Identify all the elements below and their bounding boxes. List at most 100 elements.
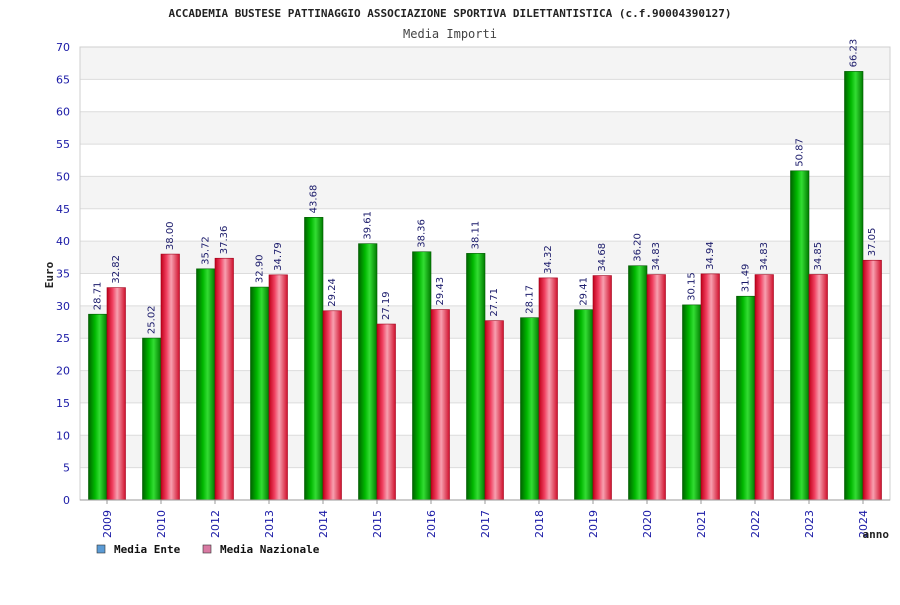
y-tick-label: 60 xyxy=(56,106,70,119)
bar-value-label: 38.00 xyxy=(165,221,176,250)
bar-media-nazionale xyxy=(160,253,180,501)
legend: Media Ente Media Nazionale xyxy=(96,543,320,556)
y-tick-label: 10 xyxy=(56,429,70,442)
bar-value-label: 31.49 xyxy=(741,264,752,293)
bar-value-label: 34.32 xyxy=(543,245,554,274)
bar-media-nazionale xyxy=(106,287,126,501)
y-tick-label: 50 xyxy=(56,170,70,183)
y-tick-label: 65 xyxy=(56,73,70,86)
x-axis: 2009 2010 2012 2013 2014 2015 2016 2017 2018 2019… xyxy=(80,499,890,538)
bar-media-ente xyxy=(520,317,540,501)
bar-media-nazionale xyxy=(592,275,612,501)
bar-value-label: 32.82 xyxy=(111,255,122,284)
bar-value-label: 50.87 xyxy=(795,138,806,167)
bar-value-label: 34.94 xyxy=(705,241,716,270)
bar-value-label: 28.17 xyxy=(525,285,536,314)
bar-value-label: 34.83 xyxy=(651,242,662,271)
x-tick-label: 2009 xyxy=(101,510,114,538)
legend-swatch-media-nazionale xyxy=(202,544,212,554)
bar-media-ente xyxy=(736,295,756,501)
bar-value-label: 38.11 xyxy=(471,221,482,250)
bars xyxy=(88,71,882,501)
bar-media-ente xyxy=(250,286,270,501)
bar-media-nazionale xyxy=(538,277,558,501)
bar-media-nazionale xyxy=(700,273,720,501)
plot-band xyxy=(80,176,890,209)
y-tick-label: 20 xyxy=(56,365,70,378)
plot-band xyxy=(80,79,890,112)
y-tick-label: 30 xyxy=(56,300,70,313)
legend-label-media-nazionale: Media Nazionale xyxy=(220,543,320,556)
bar-value-label: 29.24 xyxy=(327,278,338,307)
plot-band xyxy=(80,47,890,80)
bar-value-label: 34.68 xyxy=(597,243,608,272)
bar-value-label: 35.72 xyxy=(201,236,212,265)
bar-media-ente xyxy=(844,71,864,501)
bar-media-ente xyxy=(628,265,648,501)
y-tick-label: 40 xyxy=(56,235,70,248)
legend-swatch-media-ente xyxy=(96,544,106,554)
bar-value-label: 39.61 xyxy=(363,211,374,240)
bar-media-ente xyxy=(412,251,432,501)
x-tick-label: 2023 xyxy=(803,510,816,538)
x-tick-label: 2020 xyxy=(641,510,654,538)
bar-value-label: 30.15 xyxy=(687,272,698,301)
bar-media-nazionale xyxy=(268,274,288,501)
x-tick-label: 2018 xyxy=(533,510,546,538)
y-tick-label: 45 xyxy=(56,203,70,216)
plot-band xyxy=(80,144,890,177)
bar-value-label: 32.90 xyxy=(255,254,266,283)
bar-value-label: 38.36 xyxy=(417,219,428,248)
chart-title: ACCADEMIA BUSTESE PATTINAGGIO ASSOCIAZIO… xyxy=(169,7,732,20)
chart-subtitle: Media Importi xyxy=(403,27,497,41)
x-tick-label: 2021 xyxy=(695,510,708,538)
bar-media-nazionale xyxy=(376,323,396,501)
bar-value-label: 34.79 xyxy=(273,242,284,271)
x-tick-label: 2015 xyxy=(371,510,384,538)
bar-media-ente xyxy=(88,313,108,501)
x-tick-label: 2022 xyxy=(749,510,762,538)
bar-media-ente xyxy=(790,170,810,501)
bar-media-ente xyxy=(142,337,162,501)
bar-media-ente xyxy=(358,243,378,501)
legend-label-media-ente: Media Ente xyxy=(114,543,181,556)
x-tick-label: 2024 xyxy=(857,510,870,538)
bar-media-ente xyxy=(466,253,486,501)
bar-value-label: 37.36 xyxy=(219,226,230,255)
y-tick-label: 15 xyxy=(56,397,70,410)
bar-media-ente xyxy=(682,304,702,501)
x-tick-label: 2013 xyxy=(263,510,276,538)
y-axis: 0 5 10 15 20 25 30 35 40 45 50 55 60 65 70 xyxy=(56,41,70,507)
bar-media-ente xyxy=(196,268,216,501)
bar-value-labels: 28.71 32.82 25.02 38.00 35.72 37.36 32.90 34.79… xyxy=(93,39,879,334)
bar-media-nazionale xyxy=(214,257,234,501)
bar-value-label: 66.23 xyxy=(849,39,860,68)
x-tick-label: 2010 xyxy=(155,510,168,538)
bar-value-label: 27.71 xyxy=(489,288,500,317)
bar-value-label: 36.20 xyxy=(633,233,644,262)
bar-media-ente xyxy=(574,309,594,501)
x-tick-label: 2014 xyxy=(317,510,330,538)
bar-value-label: 29.43 xyxy=(435,277,446,306)
bar-media-nazionale xyxy=(322,310,342,501)
y-tick-label: 0 xyxy=(63,494,70,507)
bar-value-label: 43.68 xyxy=(309,185,320,214)
x-axis-label: anno xyxy=(863,528,890,541)
x-tick-label: 2012 xyxy=(209,510,222,538)
x-tick-label: 2017 xyxy=(479,510,492,538)
bar-media-nazionale xyxy=(646,274,666,501)
bar-value-label: 34.83 xyxy=(759,242,770,271)
bar-value-label: 34.85 xyxy=(813,242,824,271)
bar-value-label: 28.71 xyxy=(93,282,104,311)
bar-value-label: 27.19 xyxy=(381,291,392,320)
bar-media-nazionale xyxy=(754,274,774,501)
y-tick-label: 55 xyxy=(56,138,70,151)
y-tick-label: 70 xyxy=(56,41,70,54)
y-tick-label: 5 xyxy=(63,462,70,475)
bar-value-label: 29.41 xyxy=(579,277,590,306)
x-tick-label: 2019 xyxy=(587,510,600,538)
plot-band xyxy=(80,111,890,145)
y-axis-label: Euro xyxy=(43,261,56,288)
bar-media-nazionale xyxy=(862,259,882,501)
